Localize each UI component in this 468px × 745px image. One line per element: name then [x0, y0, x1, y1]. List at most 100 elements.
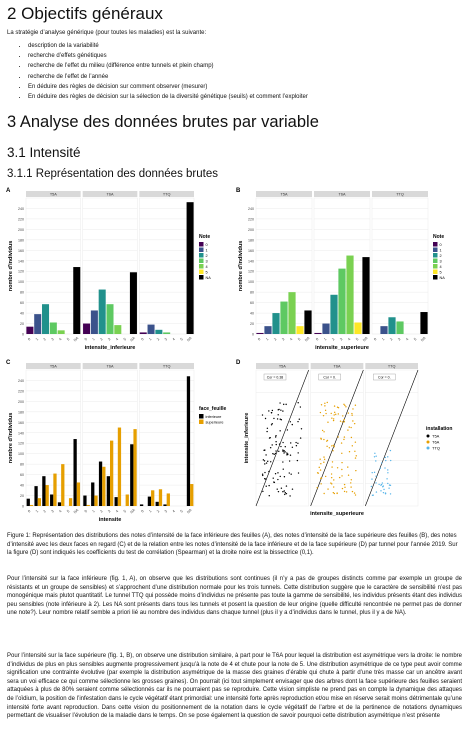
scatter-point — [371, 486, 372, 487]
scatter-point — [271, 444, 272, 445]
legend-label: 0 — [440, 243, 442, 247]
bar — [61, 464, 64, 506]
facet-label: TTQ — [163, 365, 171, 369]
scatter-point — [344, 491, 345, 492]
figure-panel-b: Bnombre d'individus020406080100120140160… — [234, 184, 464, 356]
scatter-point — [340, 421, 341, 422]
x-tick-label: 3 — [107, 337, 111, 341]
scatter-point — [380, 468, 381, 469]
y-tick-label: 0 — [22, 333, 24, 337]
facet-label: T6A — [107, 193, 114, 197]
scatter-point — [380, 490, 381, 491]
scatter-point — [355, 405, 356, 406]
x-tick-label: 2 — [43, 337, 47, 341]
facet-label: T6A — [334, 365, 341, 369]
legend-label: 4 — [440, 265, 442, 269]
scatter-point — [387, 472, 388, 473]
list-item: recherche d’effets génétiques — [28, 51, 308, 61]
y-tick-label: 60 — [250, 301, 254, 305]
bar — [322, 324, 329, 334]
y-tick-label: 200 — [18, 400, 24, 404]
legend-key — [199, 253, 204, 258]
scatter-point — [283, 450, 284, 451]
legend-label: NA — [440, 276, 446, 280]
y-tick-label: 180 — [18, 238, 24, 242]
scatter-point — [317, 487, 318, 488]
bar — [354, 322, 361, 334]
bar — [288, 292, 295, 334]
bar — [94, 496, 97, 506]
scatter-point — [332, 450, 333, 451]
bar — [50, 322, 57, 334]
scatter-point — [354, 492, 355, 493]
bar — [87, 505, 90, 506]
scatter-point — [346, 491, 347, 492]
section-2-title: 2 Objectifs généraux — [7, 4, 163, 24]
x-tick-label: NA — [362, 336, 369, 343]
scatter-point — [281, 419, 282, 420]
bar — [272, 313, 279, 334]
x-tick-label: 4 — [58, 509, 62, 513]
x-tick-label: 2 — [43, 509, 47, 513]
bar — [53, 474, 56, 506]
y-tick-label: 100 — [18, 280, 24, 284]
scatter-point — [278, 414, 279, 415]
scatter-point — [321, 404, 322, 405]
facet-label: T5A — [50, 365, 57, 369]
scatter-point — [267, 428, 268, 429]
scatter-point — [347, 466, 348, 467]
bar — [42, 476, 45, 506]
cor-annotation: Cor = 0.38 — [267, 376, 283, 380]
x-tick-label: 0 — [315, 337, 319, 341]
scatter-point — [343, 419, 344, 420]
section-3-title: 3 Analyse des données brutes par variabl… — [7, 113, 319, 132]
x-tick-label: 1 — [92, 509, 96, 513]
y-axis-label: nombre d'individus — [8, 413, 14, 464]
scatter-point — [280, 409, 281, 410]
scatter-point — [372, 472, 373, 473]
figure-panel-c: Cnombre d'individus020406080100120140160… — [4, 356, 230, 528]
scatter-point — [355, 494, 356, 495]
scatter-point — [327, 422, 328, 423]
bar — [140, 504, 143, 506]
scatter-point — [321, 438, 322, 439]
legend-label: 2 — [206, 254, 208, 258]
bar — [30, 505, 33, 506]
legend-key — [427, 441, 430, 444]
scatter-point — [273, 477, 274, 478]
y-tick-label: 240 — [248, 207, 254, 211]
scatter-point — [331, 483, 332, 484]
bar — [58, 330, 65, 334]
scatter-point — [382, 482, 383, 483]
scatter-point — [277, 488, 278, 489]
scatter-point — [317, 472, 318, 473]
panel-label: A — [6, 188, 11, 194]
scatter-point — [347, 429, 348, 430]
scatter-point — [299, 419, 300, 420]
y-tick-label: 220 — [18, 217, 24, 221]
x-tick-label: 5 — [413, 337, 417, 341]
scatter-point — [335, 414, 336, 415]
cor-annotation: Cor = 0. — [378, 376, 391, 380]
facet-label: T5A — [279, 365, 286, 369]
scatter-point — [279, 402, 280, 403]
y-tick-label: 80 — [20, 463, 24, 467]
scatter-point — [350, 486, 351, 487]
scatter-point — [354, 423, 355, 424]
y-axis-label: nombre d'individus — [8, 241, 14, 292]
scatter-point — [272, 423, 273, 424]
scatter-point — [390, 485, 391, 486]
x-tick-label: 1 — [381, 337, 385, 341]
scatter-point — [277, 479, 278, 480]
bar — [130, 444, 133, 506]
x-tick-label: 0 — [84, 509, 88, 513]
scatter-point — [341, 442, 342, 443]
bar — [26, 327, 33, 334]
bar — [155, 330, 162, 334]
scatter-point — [295, 442, 296, 443]
bar — [163, 332, 170, 334]
scatter-point — [290, 455, 291, 456]
scatter-point — [381, 462, 382, 463]
bar — [46, 485, 49, 506]
scatter-point — [388, 487, 389, 488]
